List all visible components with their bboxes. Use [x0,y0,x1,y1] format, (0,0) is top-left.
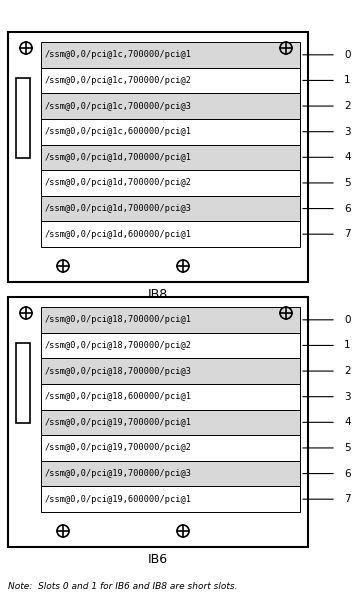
Text: 1: 1 [344,75,351,86]
Text: 4: 4 [344,152,351,162]
Bar [16,78,30,158]
Text: 3: 3 [344,392,351,401]
Bar [8,297,308,547]
Text: /ssm@0,0/pci@1c,600000/pci@1: /ssm@0,0/pci@1c,600000/pci@1 [45,127,192,136]
Text: 0: 0 [344,315,351,325]
Text: /ssm@0,0/pci@1d,600000/pci@1: /ssm@0,0/pci@1d,600000/pci@1 [45,230,192,239]
Bar [41,42,300,67]
Bar [41,170,300,196]
Text: 6: 6 [344,204,351,214]
Text: /ssm@0,0/pci@1c,700000/pci@1: /ssm@0,0/pci@1c,700000/pci@1 [45,50,192,59]
Bar [41,487,300,512]
Text: 6: 6 [344,469,351,479]
Text: IB6: IB6 [148,553,168,566]
Bar [41,384,300,409]
Text: /ssm@0,0/pci@18,700000/pci@1: /ssm@0,0/pci@18,700000/pci@1 [45,315,192,324]
Text: 3: 3 [344,127,351,136]
Bar [41,333,300,358]
Bar [41,461,300,487]
Text: /ssm@0,0/pci@18,700000/pci@3: /ssm@0,0/pci@18,700000/pci@3 [45,367,192,376]
Text: /ssm@0,0/pci@1c,700000/pci@2: /ssm@0,0/pci@1c,700000/pci@2 [45,76,192,85]
Bar [41,119,300,144]
Text: /ssm@0,0/pci@1d,700000/pci@1: /ssm@0,0/pci@1d,700000/pci@1 [45,153,192,162]
Text: 4: 4 [344,417,351,427]
Text: /ssm@0,0/pci@1c,700000/pci@3: /ssm@0,0/pci@1c,700000/pci@3 [45,102,192,111]
Text: /ssm@0,0/pci@19,600000/pci@1: /ssm@0,0/pci@19,600000/pci@1 [45,494,192,504]
Text: /ssm@0,0/pci@1d,700000/pci@3: /ssm@0,0/pci@1d,700000/pci@3 [45,204,192,213]
Bar [41,409,300,435]
Text: 2: 2 [344,366,351,376]
Text: 2: 2 [344,101,351,111]
Text: /ssm@0,0/pci@19,700000/pci@1: /ssm@0,0/pci@19,700000/pci@1 [45,418,192,427]
Text: 5: 5 [344,178,351,188]
Text: /ssm@0,0/pci@18,700000/pci@2: /ssm@0,0/pci@18,700000/pci@2 [45,341,192,350]
Text: 1: 1 [344,340,351,351]
Text: IB8: IB8 [148,288,168,301]
Text: /ssm@0,0/pci@19,700000/pci@2: /ssm@0,0/pci@19,700000/pci@2 [45,444,192,452]
Bar [8,32,308,282]
Text: 5: 5 [344,443,351,453]
Bar [41,93,300,119]
Bar [41,222,300,247]
Text: /ssm@0,0/pci@19,700000/pci@3: /ssm@0,0/pci@19,700000/pci@3 [45,469,192,478]
Bar [16,343,30,423]
Bar [41,358,300,384]
Text: 7: 7 [344,494,351,504]
Text: 0: 0 [344,50,351,60]
Bar [41,307,300,333]
Bar [41,435,300,461]
Bar [41,144,300,170]
Bar [41,196,300,222]
Bar [41,67,300,93]
Text: 7: 7 [344,229,351,239]
Text: /ssm@0,0/pci@1d,700000/pci@2: /ssm@0,0/pci@1d,700000/pci@2 [45,179,192,187]
Text: /ssm@0,0/pci@18,600000/pci@1: /ssm@0,0/pci@18,600000/pci@1 [45,392,192,401]
Text: Note:  Slots 0 and 1 for IB6 and IB8 are short slots.: Note: Slots 0 and 1 for IB6 and IB8 are … [8,582,238,591]
